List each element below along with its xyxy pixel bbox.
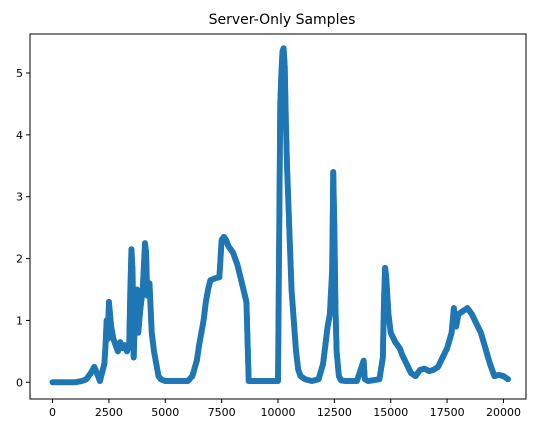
y-tick-label: 4 bbox=[16, 129, 23, 142]
x-tick-label: 20000 bbox=[486, 406, 521, 419]
y-tick-label: 0 bbox=[16, 376, 23, 389]
data-point bbox=[504, 376, 511, 383]
chart-title: Server-Only Samples bbox=[209, 12, 356, 28]
x-tick-label: 5000 bbox=[151, 406, 179, 419]
data-points bbox=[49, 45, 511, 386]
y-tick-label: 1 bbox=[16, 314, 23, 327]
x-tick-label: 2500 bbox=[95, 406, 123, 419]
x-tick-label: 7500 bbox=[208, 406, 236, 419]
x-tick-label: 0 bbox=[49, 406, 56, 419]
x-tick-label: 17500 bbox=[430, 406, 465, 419]
x-axis-ticks: 0 2500 5000 7500 10000 12500 15000 17500 20000 bbox=[49, 399, 521, 419]
y-tick-label: 2 bbox=[16, 253, 23, 266]
y-tick-label: 5 bbox=[16, 67, 23, 80]
y-axis-ticks: 0 1 2 3 4 5 bbox=[16, 67, 30, 389]
x-tick-label: 15000 bbox=[373, 406, 408, 419]
y-tick-label: 3 bbox=[16, 191, 23, 204]
x-tick-label: 12500 bbox=[317, 406, 352, 419]
x-tick-label: 10000 bbox=[261, 406, 296, 419]
